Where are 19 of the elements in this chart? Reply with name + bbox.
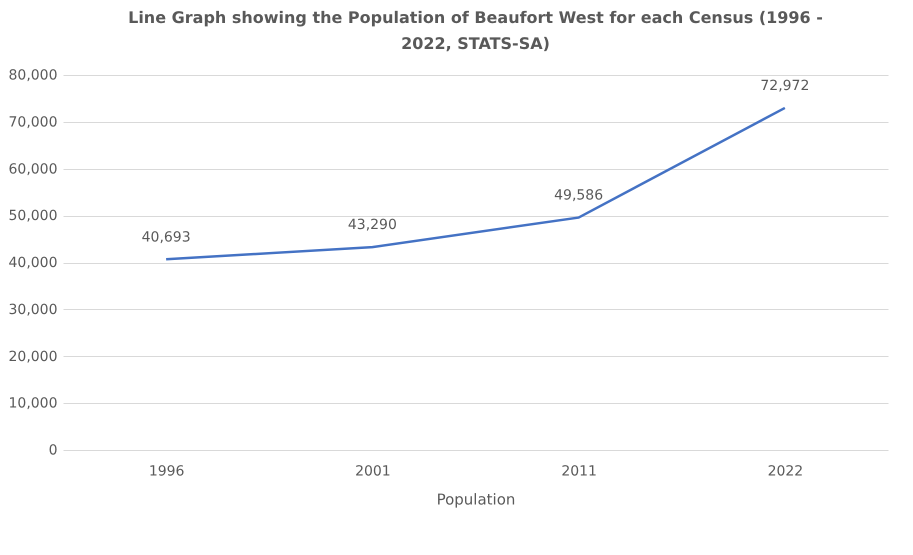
y-tick-label: 60,000 (8, 161, 58, 178)
data-label: 43,290 (348, 217, 397, 234)
y-tick-label: 70,000 (8, 114, 58, 130)
y-tick-label: 0 (48, 442, 58, 458)
x-tick-label: 1996 (148, 464, 185, 480)
x-tick-label: 2011 (561, 464, 597, 480)
y-tick-label: 40,000 (8, 255, 58, 271)
y-tick-label: 80,000 (8, 68, 58, 84)
y-tick-label: 20,000 (8, 348, 58, 365)
data-label: 72,972 (760, 78, 810, 94)
x-tick-label: 2022 (768, 464, 804, 480)
data-label: 40,693 (142, 229, 191, 246)
y-tick-label: 30,000 (8, 302, 58, 318)
chart-title: Line Graph showing the Population of Beaufort West for each Census (1996 - 2022, STATS-SA) (128, 8, 823, 53)
x-axis-title: Population (436, 490, 516, 508)
y-tick-label: 10,000 (8, 396, 58, 412)
data-label: 49,586 (554, 188, 604, 204)
y-tick-label: 50,000 (8, 208, 58, 224)
x-tick-label: 2001 (355, 464, 391, 480)
